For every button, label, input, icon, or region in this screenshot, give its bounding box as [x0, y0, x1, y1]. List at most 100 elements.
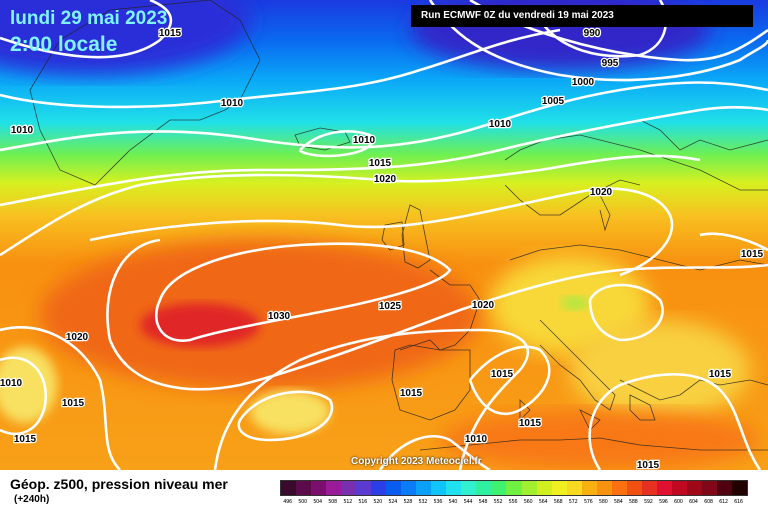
scale-label: 504	[313, 499, 322, 505]
run-info: Run ECMWF 0Z du vendredi 19 mai 2023	[421, 10, 614, 21]
isobar-label: 1015	[14, 434, 37, 445]
scale-swatch	[476, 481, 492, 495]
scale-swatch	[671, 481, 687, 495]
scale-label: 572	[568, 499, 578, 505]
isobar-label: 1015	[491, 369, 514, 380]
isobar-label: 1015	[519, 418, 542, 429]
isobar-label: 1025	[379, 301, 402, 312]
scale-swatch	[566, 481, 582, 495]
scale-swatch	[581, 481, 597, 495]
scale-swatch	[656, 481, 672, 495]
scale-label: 512	[343, 499, 352, 505]
scale-swatch	[551, 481, 567, 495]
isobar-lines	[0, 0, 768, 470]
isobar-label: 1000	[572, 77, 595, 88]
scale-swatch	[506, 481, 522, 495]
run-banner	[411, 5, 753, 27]
isobar-label: 1030	[268, 311, 291, 322]
scale-label: 580	[598, 499, 608, 505]
scale-label: 552	[493, 499, 503, 505]
isobar-label: 1020	[472, 300, 495, 311]
isobar-label: 1020	[66, 332, 89, 343]
scale-swatch	[701, 481, 717, 495]
legend-subtitle: (+240h)	[14, 494, 50, 505]
isobar-label: 1015	[369, 158, 392, 169]
scale-swatch	[611, 481, 627, 495]
field-southwest-yellow	[0, 347, 57, 423]
scale-label: 548	[478, 499, 488, 505]
field-azores-yellow	[250, 390, 330, 434]
scale-label: 612	[719, 499, 728, 505]
scale-label: 584	[613, 499, 623, 505]
forecast-time: 2:00 locale	[10, 33, 118, 56]
scale-label: 540	[448, 499, 458, 505]
scale-swatch	[311, 481, 327, 495]
scale-label: 544	[463, 499, 473, 505]
scale-label: 500	[298, 499, 307, 505]
scale-swatch	[416, 481, 432, 495]
scale-label: 528	[403, 499, 413, 505]
scale-swatch	[281, 481, 297, 495]
field-atlantic-red	[140, 303, 260, 347]
scale-swatch	[641, 481, 657, 495]
isobar-label: 1010	[221, 98, 244, 109]
scale-label: 616	[734, 499, 743, 505]
scale-label: 496	[283, 499, 292, 505]
color-scale-labels: 496 500 504 508 512 516 520 524 528 532 536 540 544 5…	[280, 499, 746, 509]
scale-label: 560	[523, 499, 533, 505]
isobar-label: 1015	[62, 398, 85, 409]
isobar-label: 1020	[590, 187, 613, 198]
isobar-label: 1015	[709, 369, 732, 380]
scale-swatch	[431, 481, 447, 495]
isobar-label: 1005	[542, 96, 565, 107]
scale-label: 536	[433, 499, 443, 505]
isobar-label: 1010	[465, 434, 488, 445]
scale-swatch	[461, 481, 477, 495]
field-atlantic-orange	[40, 240, 480, 390]
scale-label: 524	[388, 499, 398, 505]
scale-swatch	[731, 481, 747, 495]
scale-label: 576	[583, 499, 593, 505]
forecast-date: lundi 29 mai 2023	[10, 8, 168, 29]
isobar-label: 1020	[374, 174, 397, 185]
scale-swatch	[386, 481, 402, 495]
isobar-label: 1010	[11, 125, 34, 136]
scale-swatch	[326, 481, 342, 495]
scale-swatch	[596, 481, 612, 495]
isobar-label: 1015	[400, 388, 423, 399]
scale-swatch	[716, 481, 732, 495]
scale-label: 608	[704, 499, 713, 505]
legend-title: Géop. z500, pression niveau mer	[10, 476, 228, 492]
scale-swatch	[371, 481, 387, 495]
scale-label: 568	[553, 499, 563, 505]
scale-swatch	[536, 481, 552, 495]
isobar-label: 1015	[637, 460, 660, 470]
scale-swatch	[626, 481, 642, 495]
scale-swatch	[296, 481, 312, 495]
scale-label: 508	[328, 499, 337, 505]
weather-map: 1015 990 995 1000 1005 1010 1010 1010 1010 1015 10…	[0, 0, 768, 470]
field-south-orange	[440, 410, 760, 470]
copyright-text: Copyright 2023 Meteociel.fr	[351, 456, 482, 467]
scale-label: 532	[418, 499, 428, 505]
scale-label: 596	[658, 499, 668, 505]
field-europe-green	[561, 296, 589, 310]
scale-swatch	[491, 481, 507, 495]
scale-swatch	[356, 481, 372, 495]
scale-label: 520	[373, 499, 383, 505]
scale-label: 556	[508, 499, 518, 505]
scale-label: 600	[674, 499, 683, 505]
isobar-label: 1010	[0, 378, 23, 389]
scale-label: 564	[538, 499, 548, 505]
isobar-label: 995	[602, 58, 619, 69]
isobar-label: 1015	[741, 249, 764, 260]
scale-swatch	[686, 481, 702, 495]
scale-swatch	[446, 481, 462, 495]
isobar-label: 990	[584, 28, 601, 39]
scale-label: 592	[643, 499, 653, 505]
field-low-northwest	[0, 0, 250, 75]
scale-label: 516	[358, 499, 367, 505]
isobar-labels: 1015 990 995 1000 1005 1010 1010 1010 1010 1015 10…	[0, 27, 765, 470]
color-scale	[280, 480, 748, 496]
